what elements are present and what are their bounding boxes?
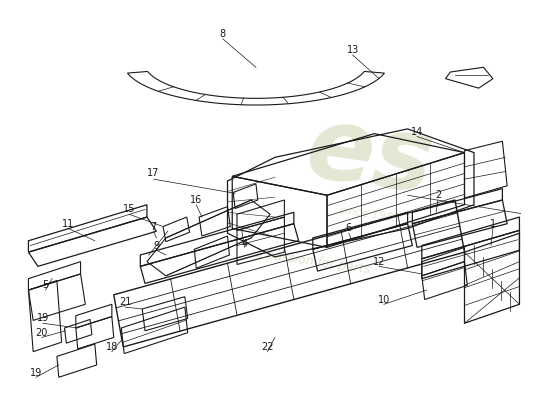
Text: 19: 19 bbox=[36, 314, 49, 324]
Text: 13: 13 bbox=[346, 45, 359, 55]
Text: 7: 7 bbox=[151, 222, 157, 232]
Text: 15: 15 bbox=[123, 204, 135, 214]
Text: 10: 10 bbox=[378, 294, 390, 304]
Text: 22: 22 bbox=[261, 342, 273, 352]
Text: 5: 5 bbox=[42, 280, 48, 290]
Text: 1: 1 bbox=[490, 219, 496, 229]
Text: 12: 12 bbox=[373, 257, 386, 267]
Text: a passion for parts: a passion for parts bbox=[254, 247, 371, 276]
Text: 19: 19 bbox=[30, 368, 42, 378]
Text: 11: 11 bbox=[62, 219, 74, 229]
Text: 8: 8 bbox=[219, 29, 226, 39]
Text: 17: 17 bbox=[147, 168, 160, 178]
Text: 14: 14 bbox=[411, 127, 423, 137]
Text: 9: 9 bbox=[153, 240, 160, 250]
Text: 18: 18 bbox=[106, 342, 118, 352]
Text: 21: 21 bbox=[119, 297, 131, 307]
Text: 4: 4 bbox=[241, 239, 248, 249]
Text: since 1985: since 1985 bbox=[339, 205, 400, 224]
Text: 20: 20 bbox=[36, 328, 48, 338]
Text: 2: 2 bbox=[435, 190, 441, 200]
Text: es: es bbox=[300, 100, 439, 214]
Text: 16: 16 bbox=[190, 195, 202, 205]
Text: 6: 6 bbox=[346, 224, 352, 234]
